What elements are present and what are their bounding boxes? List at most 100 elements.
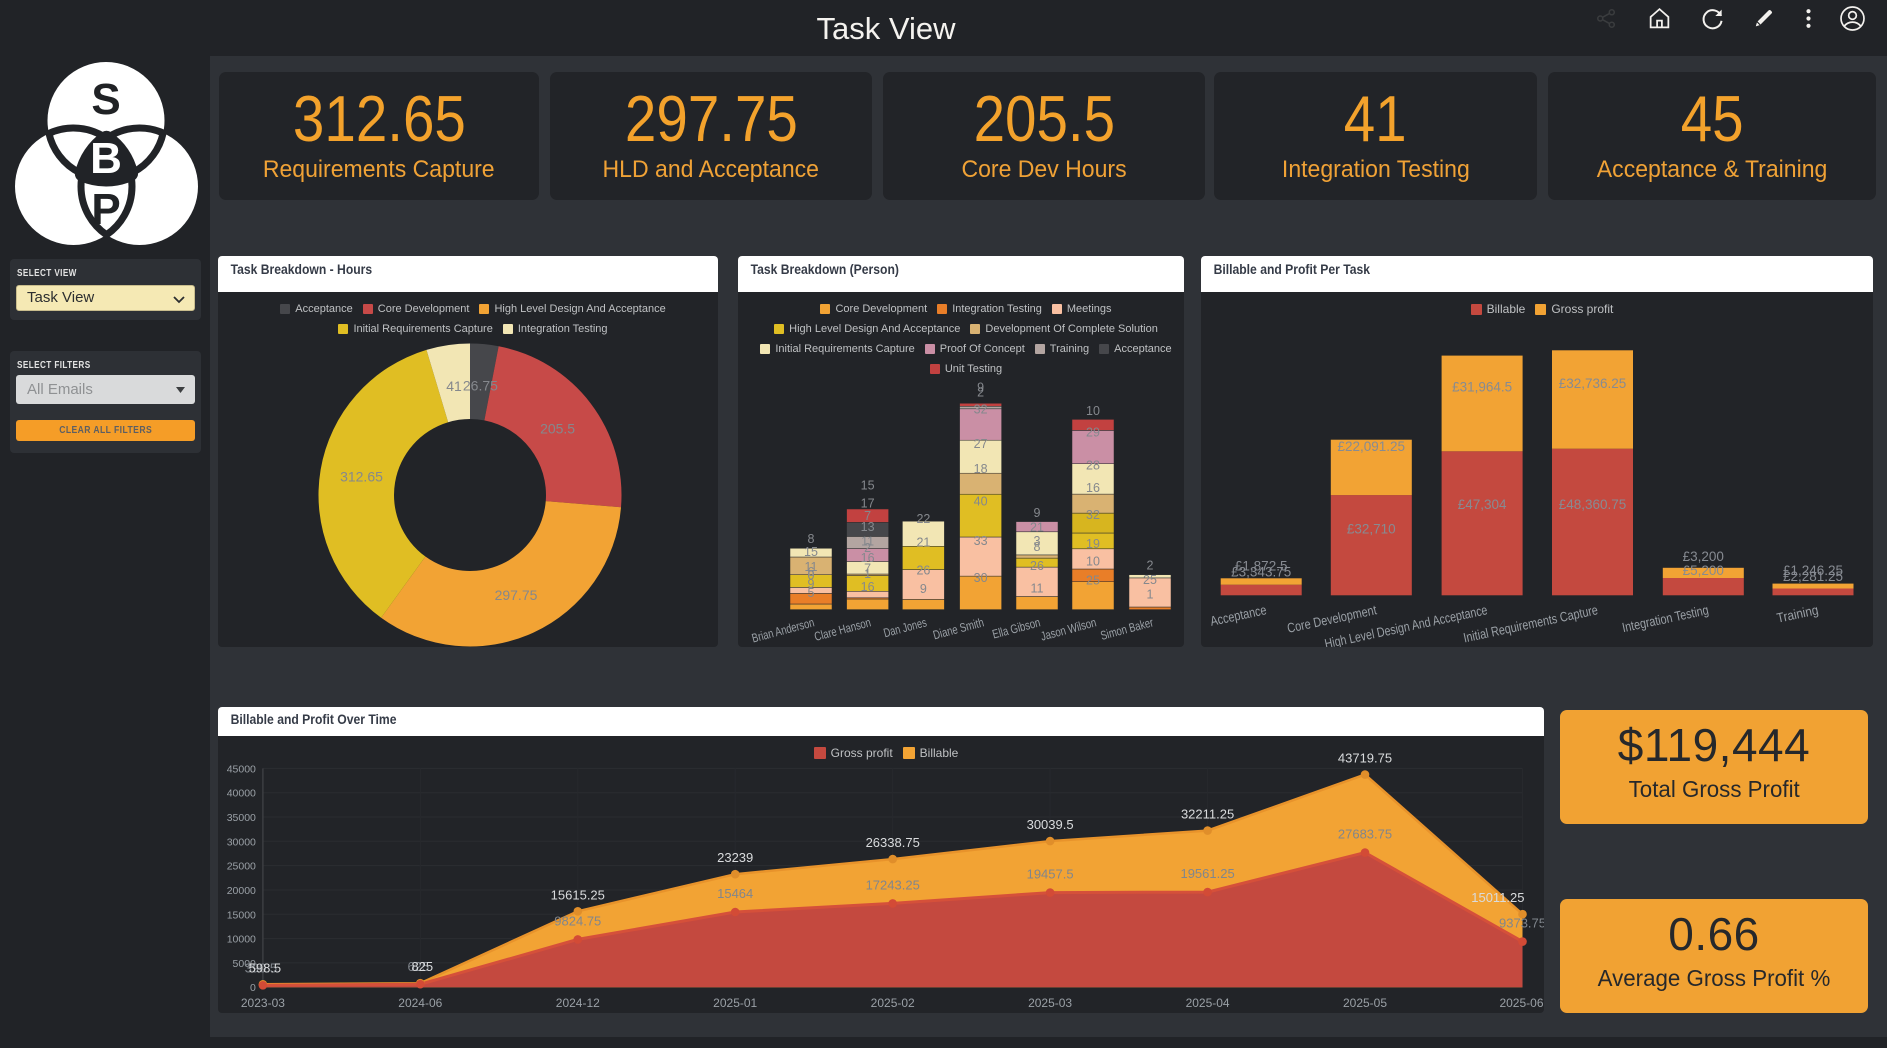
svg-text:P: P: [91, 185, 120, 234]
svg-text:40: 40: [974, 494, 988, 508]
svg-text:9373.75: 9373.75: [1499, 916, 1544, 931]
svg-text:Simon Baker: Simon Baker: [1099, 615, 1155, 642]
svg-text:Dan Jones: Dan Jones: [882, 615, 928, 640]
svg-text:25: 25: [1143, 573, 1157, 587]
svg-text:2025-01: 2025-01: [713, 996, 757, 1010]
svg-text:2: 2: [864, 541, 871, 555]
svg-text:25000: 25000: [227, 861, 256, 873]
svg-text:25: 25: [1086, 573, 1100, 587]
svg-text:29: 29: [1086, 426, 1100, 440]
svg-text:45000: 45000: [227, 763, 256, 775]
svg-text:9: 9: [808, 577, 815, 591]
svg-text:£32,736.25: £32,736.25: [1559, 376, 1627, 391]
svg-text:30039.5: 30039.5: [1027, 817, 1074, 832]
svg-text:10: 10: [1086, 404, 1100, 418]
svg-text:£2,281.25: £2,281.25: [1783, 569, 1843, 584]
svg-text:Brian Anderson: Brian Anderson: [750, 615, 815, 645]
svg-text:312.65: 312.65: [340, 469, 383, 485]
svg-text:16: 16: [861, 551, 875, 565]
svg-text:Diane Smith: Diane Smith: [932, 615, 986, 642]
svg-text:21: 21: [1030, 521, 1044, 535]
svg-text:21: 21: [916, 536, 930, 550]
svg-text:9824.75: 9824.75: [554, 913, 601, 928]
svg-text:19: 19: [1086, 537, 1100, 551]
svg-text:20000: 20000: [227, 885, 256, 897]
svg-text:S: S: [91, 75, 120, 124]
svg-text:Ella Gibson: Ella Gibson: [991, 615, 1042, 641]
svg-text:3: 3: [1034, 534, 1041, 548]
svg-text:£47,304: £47,304: [1458, 497, 1507, 512]
svg-text:Clare Hanson: Clare Hanson: [813, 615, 873, 644]
svg-text:Acceptance: Acceptance: [1209, 602, 1268, 629]
svg-text:B: B: [90, 134, 122, 183]
svg-text:7: 7: [864, 509, 871, 523]
svg-text:5: 5: [808, 586, 815, 600]
svg-text:40000: 40000: [227, 788, 256, 800]
svg-text:598.5: 598.5: [249, 960, 282, 975]
svg-text:297.75: 297.75: [495, 587, 538, 603]
svg-text:11: 11: [1031, 581, 1044, 595]
svg-text:10: 10: [1086, 555, 1100, 569]
svg-text:£3,343.75: £3,343.75: [1231, 565, 1291, 580]
svg-text:£32,710: £32,710: [1347, 521, 1396, 536]
svg-text:15011.25: 15011.25: [1471, 890, 1524, 905]
svg-text:2: 2: [1147, 558, 1154, 572]
svg-text:9: 9: [1034, 506, 1041, 520]
svg-text:0: 0: [808, 568, 815, 582]
svg-text:43719.75: 43719.75: [1338, 751, 1392, 766]
svg-text:23239: 23239: [717, 850, 753, 865]
svg-text:9: 9: [920, 582, 927, 596]
svg-text:15: 15: [861, 478, 875, 492]
svg-text:2024-06: 2024-06: [398, 996, 442, 1010]
svg-text:16: 16: [1086, 481, 1100, 495]
svg-text:2: 2: [977, 385, 984, 399]
svg-text:18: 18: [974, 462, 988, 476]
svg-text:26338.75: 26338.75: [866, 835, 920, 850]
svg-text:16: 16: [861, 580, 875, 594]
svg-text:Training: Training: [1775, 602, 1819, 625]
svg-text:35000: 35000: [227, 812, 256, 824]
svg-text:19457.5: 19457.5: [1027, 867, 1074, 882]
svg-text:7: 7: [864, 562, 871, 576]
svg-text:17: 17: [861, 497, 875, 511]
svg-text:1: 1: [864, 567, 871, 581]
svg-text:2025-04: 2025-04: [1186, 996, 1230, 1010]
svg-text:2025-02: 2025-02: [871, 996, 915, 1010]
svg-text:2024-12: 2024-12: [556, 996, 600, 1010]
svg-text:41: 41: [446, 378, 462, 394]
svg-text:5000: 5000: [233, 958, 257, 970]
svg-text:22: 22: [916, 512, 930, 526]
svg-text:15: 15: [804, 545, 818, 559]
svg-text:8: 8: [1034, 540, 1041, 554]
svg-text:£31,964.5: £31,964.5: [1452, 380, 1512, 395]
svg-text:625: 625: [407, 959, 429, 974]
svg-text:17243.25: 17243.25: [866, 877, 920, 892]
svg-text:0: 0: [250, 982, 256, 994]
svg-text:32: 32: [1086, 508, 1100, 522]
svg-text:£5,200: £5,200: [1683, 563, 1724, 578]
svg-text:2025-06: 2025-06: [1499, 996, 1543, 1010]
svg-text:Jason Wilson: Jason Wilson: [1039, 615, 1098, 643]
svg-text:33: 33: [974, 534, 988, 548]
svg-text:15000: 15000: [227, 909, 256, 921]
svg-text:15464: 15464: [717, 886, 753, 901]
svg-text:26.75: 26.75: [463, 378, 498, 394]
svg-text:15615.25: 15615.25: [551, 887, 605, 902]
svg-text:28: 28: [1086, 459, 1100, 473]
svg-text:2025-05: 2025-05: [1343, 996, 1387, 1010]
svg-text:£1,872.5: £1,872.5: [1235, 558, 1288, 573]
svg-text:6: 6: [808, 565, 815, 579]
svg-text:Integration Testing: Integration Testing: [1621, 602, 1710, 635]
svg-text:13: 13: [861, 520, 875, 534]
svg-text:£3,200: £3,200: [1683, 549, 1724, 564]
svg-text:32: 32: [974, 403, 988, 417]
svg-text:2023-03: 2023-03: [241, 996, 285, 1010]
svg-text:£48,360.75: £48,360.75: [1559, 497, 1627, 512]
svg-text:9: 9: [977, 380, 984, 394]
svg-text:390.5: 390.5: [245, 960, 278, 975]
svg-text:11: 11: [805, 560, 818, 574]
svg-text:11: 11: [861, 535, 874, 549]
svg-text:26: 26: [916, 564, 930, 578]
svg-text:8: 8: [808, 532, 815, 546]
svg-text:10000: 10000: [227, 934, 256, 946]
